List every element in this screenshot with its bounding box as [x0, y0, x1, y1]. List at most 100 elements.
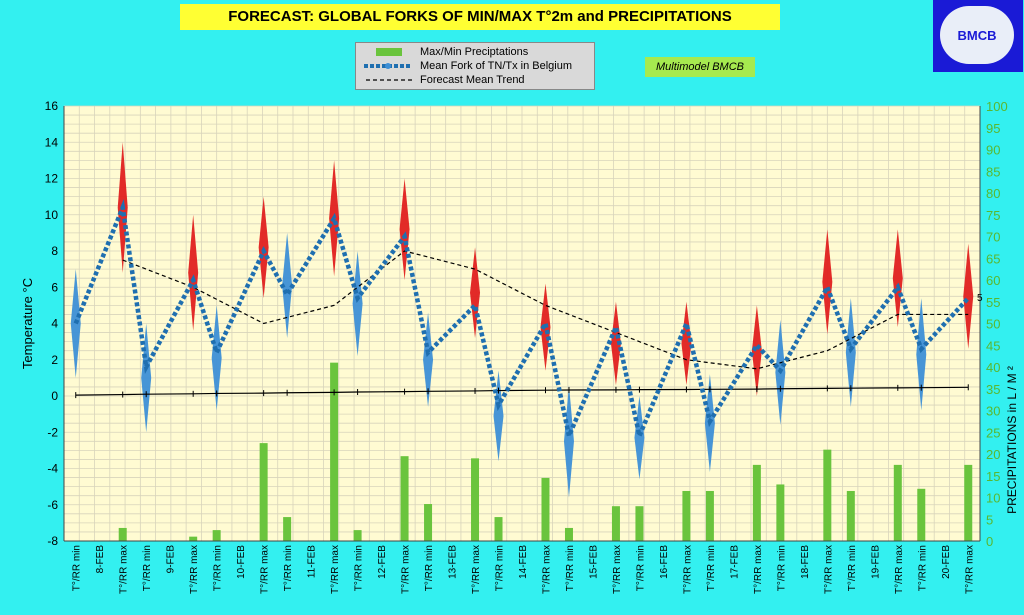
y2-axis-label: PRECIPITATIONS in L / M ² [1005, 366, 1019, 514]
logo-text: BMCB [957, 28, 997, 43]
temperature-spikes [70, 142, 974, 498]
x-tick-label: T°/RR max [189, 545, 200, 594]
chart-title: FORECAST: GLOBAL FORKS OF MIN/MAX T°2m a… [228, 8, 732, 25]
y2-tick-label: 15 [986, 469, 1000, 484]
precip-bar [494, 517, 503, 541]
x-tick-label: T°/RR max [330, 545, 341, 594]
x-tick-label: T°/RR max [753, 545, 764, 594]
x-tick-label: 20-FEB [941, 545, 952, 579]
zero-trend-line [75, 386, 969, 396]
y2-tick-label: 20 [986, 447, 1000, 462]
min-spike [916, 298, 927, 411]
legend: Max/Min Preciptations Mean Fork of TN/Tx… [355, 42, 595, 90]
x-tick-label: 18-FEB [800, 545, 811, 579]
y2-tick-label: 5 [986, 512, 993, 527]
max-spike [892, 229, 903, 328]
title-banner [180, 4, 780, 30]
y-tick-label: -8 [47, 534, 58, 548]
x-tick-label: 14-FEB [518, 545, 529, 579]
precip-bar [682, 490, 691, 541]
y-tick-label: 4 [51, 317, 58, 331]
model-badge [645, 57, 755, 77]
x-tick-label: 19-FEB [870, 545, 881, 579]
max-spike [188, 214, 199, 331]
y2-tick-label: 30 [986, 404, 1000, 419]
x-tick-label: T°/RR max [471, 545, 482, 594]
x-tick-label: T°/RR min [495, 545, 506, 591]
precip-bar [212, 530, 221, 541]
precip-bar [705, 490, 714, 541]
x-tick-label: T°/RR min [142, 545, 153, 591]
y2-tick-label: 0 [986, 534, 993, 549]
y-tick-label: 0 [51, 389, 58, 403]
max-spike [822, 229, 833, 335]
precip-bar [259, 443, 268, 541]
y2-tick-label: 100 [986, 99, 1008, 114]
precip-bar [752, 464, 761, 541]
y2-tick-label: 35 [986, 382, 1000, 397]
precip-bar [611, 506, 620, 541]
x-tick-label: T°/RR max [541, 545, 552, 594]
x-tick-label: T°/RR max [964, 545, 975, 594]
model-label: Multimodel BMCB [655, 61, 745, 73]
max-spike [963, 243, 974, 349]
y-tick-label: 2 [51, 353, 58, 367]
precip-bars [118, 362, 973, 541]
y2-tick-label: 85 [986, 164, 1000, 179]
precip-bar [846, 490, 855, 541]
x-tick-label: T°/RR min [424, 545, 435, 591]
blue-dotted-line-swatch-icon [364, 63, 412, 69]
y-tick-label: 10 [45, 208, 59, 222]
precip-bar [471, 458, 480, 541]
y-axis-label: Temperature °C [20, 278, 35, 369]
annotation-label: 5 [977, 293, 983, 304]
min-spike [352, 251, 363, 357]
axes: -8 -6 -4 -2 0 2 4 6 8 10 12 14 16 0 5 10 15 20 25 30 35 40 45 5… [45, 99, 1008, 594]
y2-tick-label: 40 [986, 360, 1000, 375]
y2-tick-label: 90 [986, 143, 1000, 158]
y2-tick-label: 10 [986, 491, 1000, 506]
mean-fork-line [73, 198, 970, 444]
precip-bar [635, 506, 644, 541]
y2-tick-label: 50 [986, 317, 1000, 332]
x-tick-label: 13-FEB [448, 545, 459, 579]
y-tick-label: 16 [45, 99, 59, 113]
precip-bar [330, 362, 339, 541]
precip-bar [776, 484, 785, 541]
green-bar-swatch-icon [376, 48, 402, 56]
x-tick-label: 17-FEB [729, 545, 740, 579]
precip-bar [189, 536, 198, 541]
x-tick-label: 12-FEB [377, 545, 388, 579]
x-tick-label: T°/RR min [283, 545, 294, 591]
max-spike [751, 305, 762, 396]
x-tick-label: T°/RR max [401, 545, 412, 594]
x-tick-label: 8-FEB [95, 545, 106, 574]
y2-tick-label: 70 [986, 230, 1000, 245]
y2-tick-label: 75 [986, 208, 1000, 223]
x-tick-label: T°/RR min [917, 545, 928, 591]
y2-tick-label: 65 [986, 251, 1000, 266]
x-tick-label: T°/RR max [823, 545, 834, 594]
precip-bar [564, 527, 573, 541]
precip-bar [283, 517, 292, 541]
max-spike [681, 301, 692, 386]
min-spike [282, 232, 293, 338]
min-spike [211, 305, 222, 411]
precip-bar [893, 464, 902, 541]
y-tick-label: -4 [47, 462, 58, 476]
x-tick-label: T°/RR min [354, 545, 365, 591]
precip-bar [964, 464, 973, 541]
x-tick-label: 16-FEB [659, 545, 670, 579]
y-tick-label: 14 [45, 135, 59, 149]
x-tick-label: T°/RR max [682, 545, 693, 594]
x-tick-label: T°/RR min [72, 545, 83, 591]
x-tick-label: T°/RR max [260, 545, 271, 594]
x-tick-label: 11-FEB [307, 545, 318, 578]
y-tick-label: -6 [47, 498, 58, 512]
x-tick-label: T°/RR min [706, 545, 717, 591]
y-tick-label: 12 [45, 172, 59, 186]
bmcb-logo-map-icon [940, 6, 1014, 64]
y2-tick-label: 95 [986, 121, 1000, 136]
